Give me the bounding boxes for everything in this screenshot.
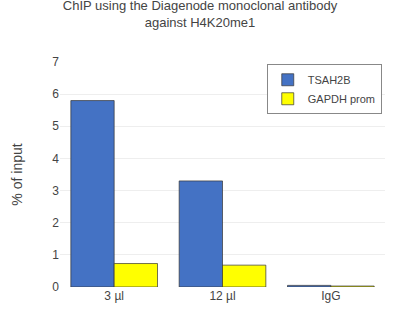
svg-text:3: 3 <box>52 184 59 198</box>
svg-text:% of input: % of input <box>9 143 25 205</box>
svg-text:TSAH2B: TSAH2B <box>308 74 351 86</box>
svg-text:2: 2 <box>52 216 59 230</box>
svg-text:3 µl: 3 µl <box>104 289 124 303</box>
svg-text:GAPDH prom: GAPDH prom <box>308 93 375 105</box>
svg-text:5: 5 <box>52 119 59 133</box>
svg-text:0: 0 <box>52 280 59 294</box>
svg-text:7: 7 <box>52 55 59 69</box>
svg-text:IgG: IgG <box>321 289 340 303</box>
svg-text:4: 4 <box>52 152 59 166</box>
svg-text:ChIP using the Diagenode monoc: ChIP using the Diagenode monoclonal anti… <box>63 0 338 30</box>
svg-text:12 µl: 12 µl <box>209 289 235 303</box>
svg-text:6: 6 <box>52 87 59 101</box>
svg-text:1: 1 <box>52 248 59 262</box>
